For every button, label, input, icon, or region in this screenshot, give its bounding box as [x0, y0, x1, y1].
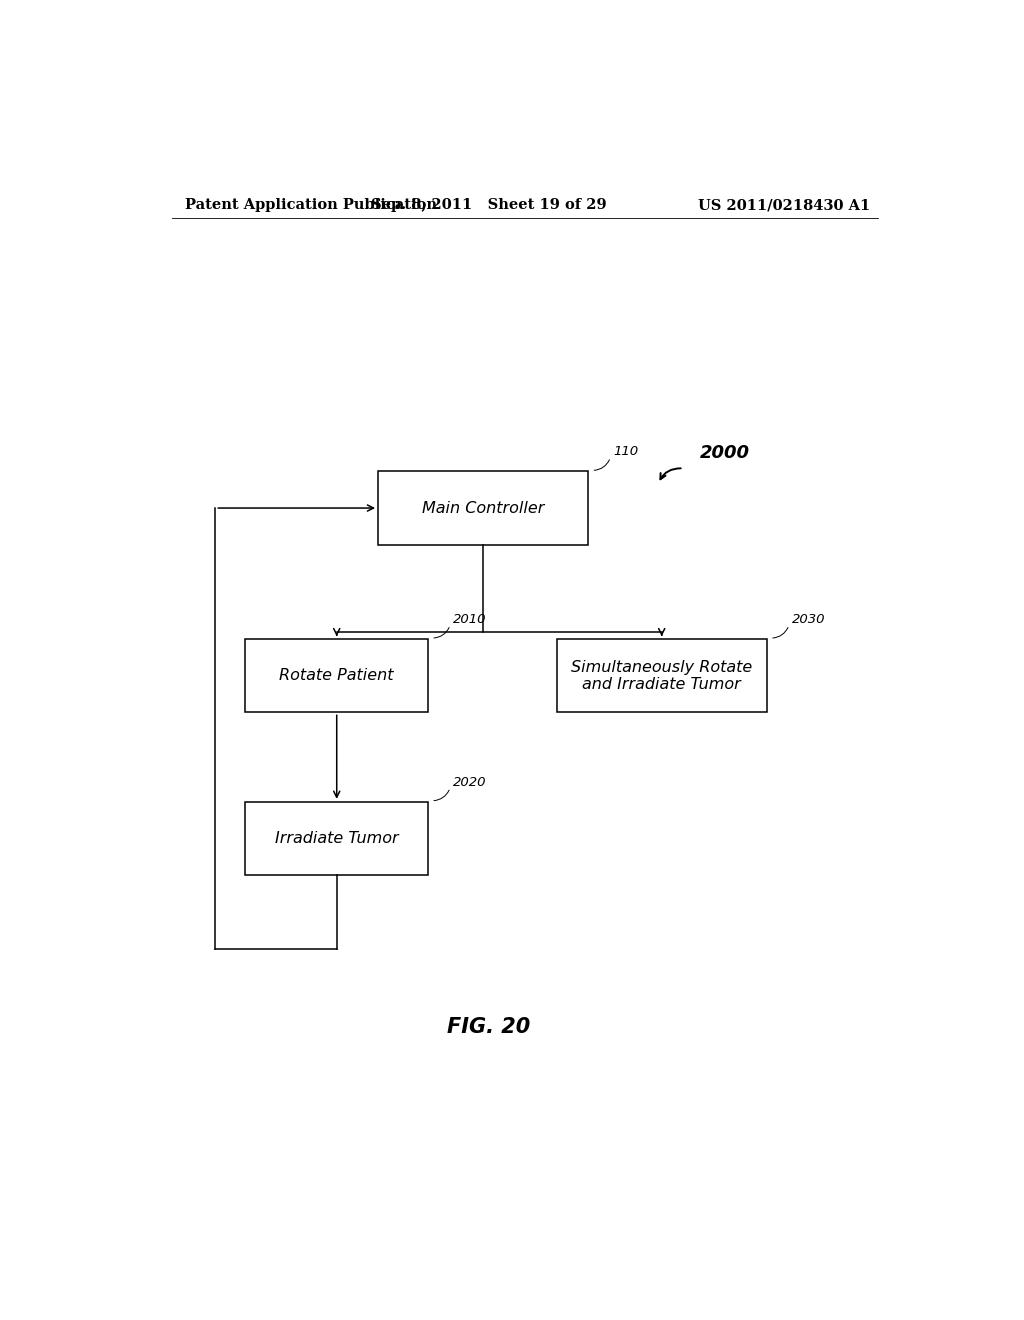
- Text: Sep. 8, 2011   Sheet 19 of 29: Sep. 8, 2011 Sheet 19 of 29: [372, 198, 607, 213]
- Text: 2000: 2000: [699, 444, 750, 462]
- Text: 110: 110: [613, 445, 639, 458]
- Text: 2010: 2010: [454, 612, 486, 626]
- Text: Simultaneously Rotate
and Irradiate Tumor: Simultaneously Rotate and Irradiate Tumo…: [571, 660, 753, 692]
- Text: FIG. 20: FIG. 20: [447, 1018, 530, 1038]
- Bar: [557, 639, 767, 713]
- Text: Irradiate Tumor: Irradiate Tumor: [274, 830, 398, 846]
- Text: Main Controller: Main Controller: [422, 500, 545, 516]
- Bar: [246, 639, 428, 713]
- Bar: [246, 801, 428, 875]
- Text: 2020: 2020: [454, 776, 486, 788]
- Text: Rotate Patient: Rotate Patient: [280, 668, 394, 684]
- Text: US 2011/0218430 A1: US 2011/0218430 A1: [697, 198, 870, 213]
- Bar: [378, 471, 589, 545]
- Text: Patent Application Publication: Patent Application Publication: [185, 198, 437, 213]
- Text: 2030: 2030: [793, 612, 825, 626]
